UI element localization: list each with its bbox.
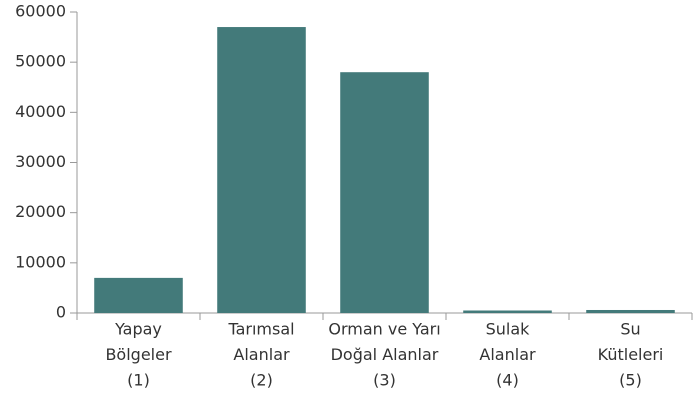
- x-tick-label: (3): [373, 371, 396, 390]
- x-tick-label: Alanlar: [233, 345, 290, 364]
- x-tick-label: Orman ve Yarı: [328, 320, 440, 339]
- bar: [94, 277, 183, 313]
- y-tick-label: 50000: [15, 52, 66, 71]
- y-tick-label: 30000: [15, 152, 66, 171]
- x-tick-label: Doğal Alanlar: [331, 345, 439, 364]
- y-tick-label: 60000: [15, 2, 66, 21]
- x-tick-label: Su: [620, 320, 640, 339]
- y-tick-label: 20000: [15, 202, 66, 221]
- x-tick-label: Kütleleri: [598, 345, 664, 364]
- x-tick-label: Bölgeler: [105, 345, 172, 364]
- bar: [586, 309, 675, 313]
- x-tick-label: (2): [250, 371, 273, 390]
- x-tick-label: (5): [619, 371, 642, 390]
- x-tick-label: (4): [496, 371, 519, 390]
- x-tick-label: Alanlar: [479, 345, 536, 364]
- x-tick-label: (1): [127, 371, 150, 390]
- x-tick-label: Sulak: [486, 320, 531, 339]
- y-tick-label: 0: [56, 303, 66, 322]
- x-tick-label: Tarımsal: [227, 320, 294, 339]
- y-tick-label: 10000: [15, 252, 66, 271]
- bar: [340, 72, 429, 313]
- bar: [217, 27, 306, 314]
- y-tick-label: 40000: [15, 102, 66, 121]
- bar: [463, 310, 552, 313]
- x-tick-label: Yapay: [114, 320, 162, 339]
